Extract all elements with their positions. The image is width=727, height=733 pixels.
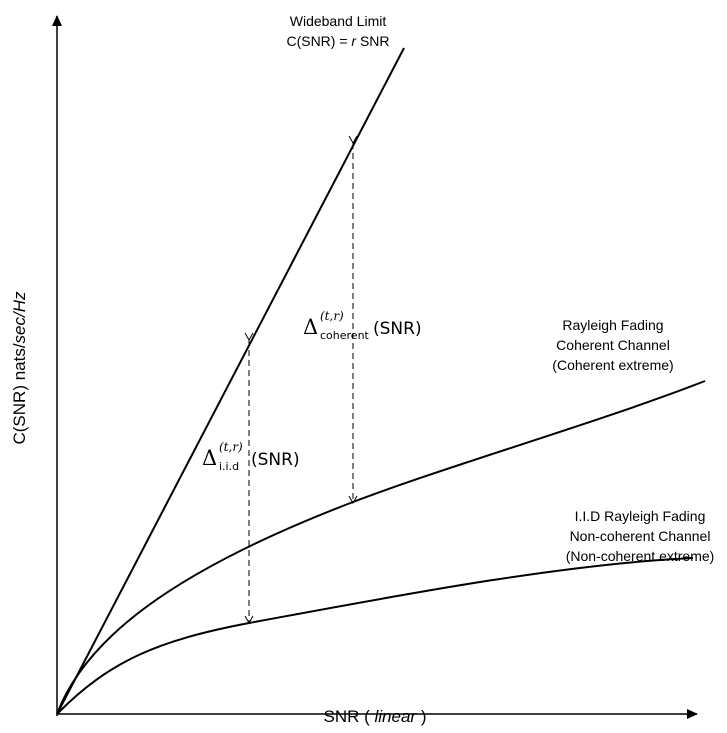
x-axis-label: SNR ( linear ) <box>324 707 427 726</box>
delta-coherent-label: Δ (t,r) coherent (SNR) <box>303 309 422 342</box>
delta-iid-argument: (SNR) <box>251 450 300 470</box>
wideband-limit-line <box>56 47 405 715</box>
coherent-label-line2: Coherent Channel <box>556 337 670 353</box>
delta-coherent-argument: (SNR) <box>373 319 422 339</box>
delta-iid-subscript: i.i.d <box>219 460 239 473</box>
delta-coherent-superscript: (t,r) <box>320 309 344 323</box>
noncoherent-label-line2: Non-coherent Channel <box>570 528 711 544</box>
noncoherent-channel-curve <box>56 557 694 715</box>
delta-iid-label: Δ (t,r) i.i.d (SNR) <box>202 440 300 473</box>
delta-iid-symbol: Δ <box>202 446 217 470</box>
wideband-label-line1: Wideband Limit <box>290 13 387 29</box>
wideband-label-line2: C(SNR) = r SNR <box>286 33 389 49</box>
delta-coherent-subscript: coherent <box>320 329 370 342</box>
noncoherent-label-line3: (Non-coherent extreme) <box>566 548 715 564</box>
coherent-label-line1: Rayleigh Fading <box>562 317 663 333</box>
delta-coherent-symbol: Δ <box>303 315 318 339</box>
coherent-label-line3: (Coherent extreme) <box>552 357 673 373</box>
noncoherent-label-line1: I.I.D Rayleigh Fading <box>575 508 706 524</box>
y-axis-label: C(SNR) nats/sec/Hz <box>10 291 29 445</box>
delta-iid-superscript: (t,r) <box>219 440 243 454</box>
